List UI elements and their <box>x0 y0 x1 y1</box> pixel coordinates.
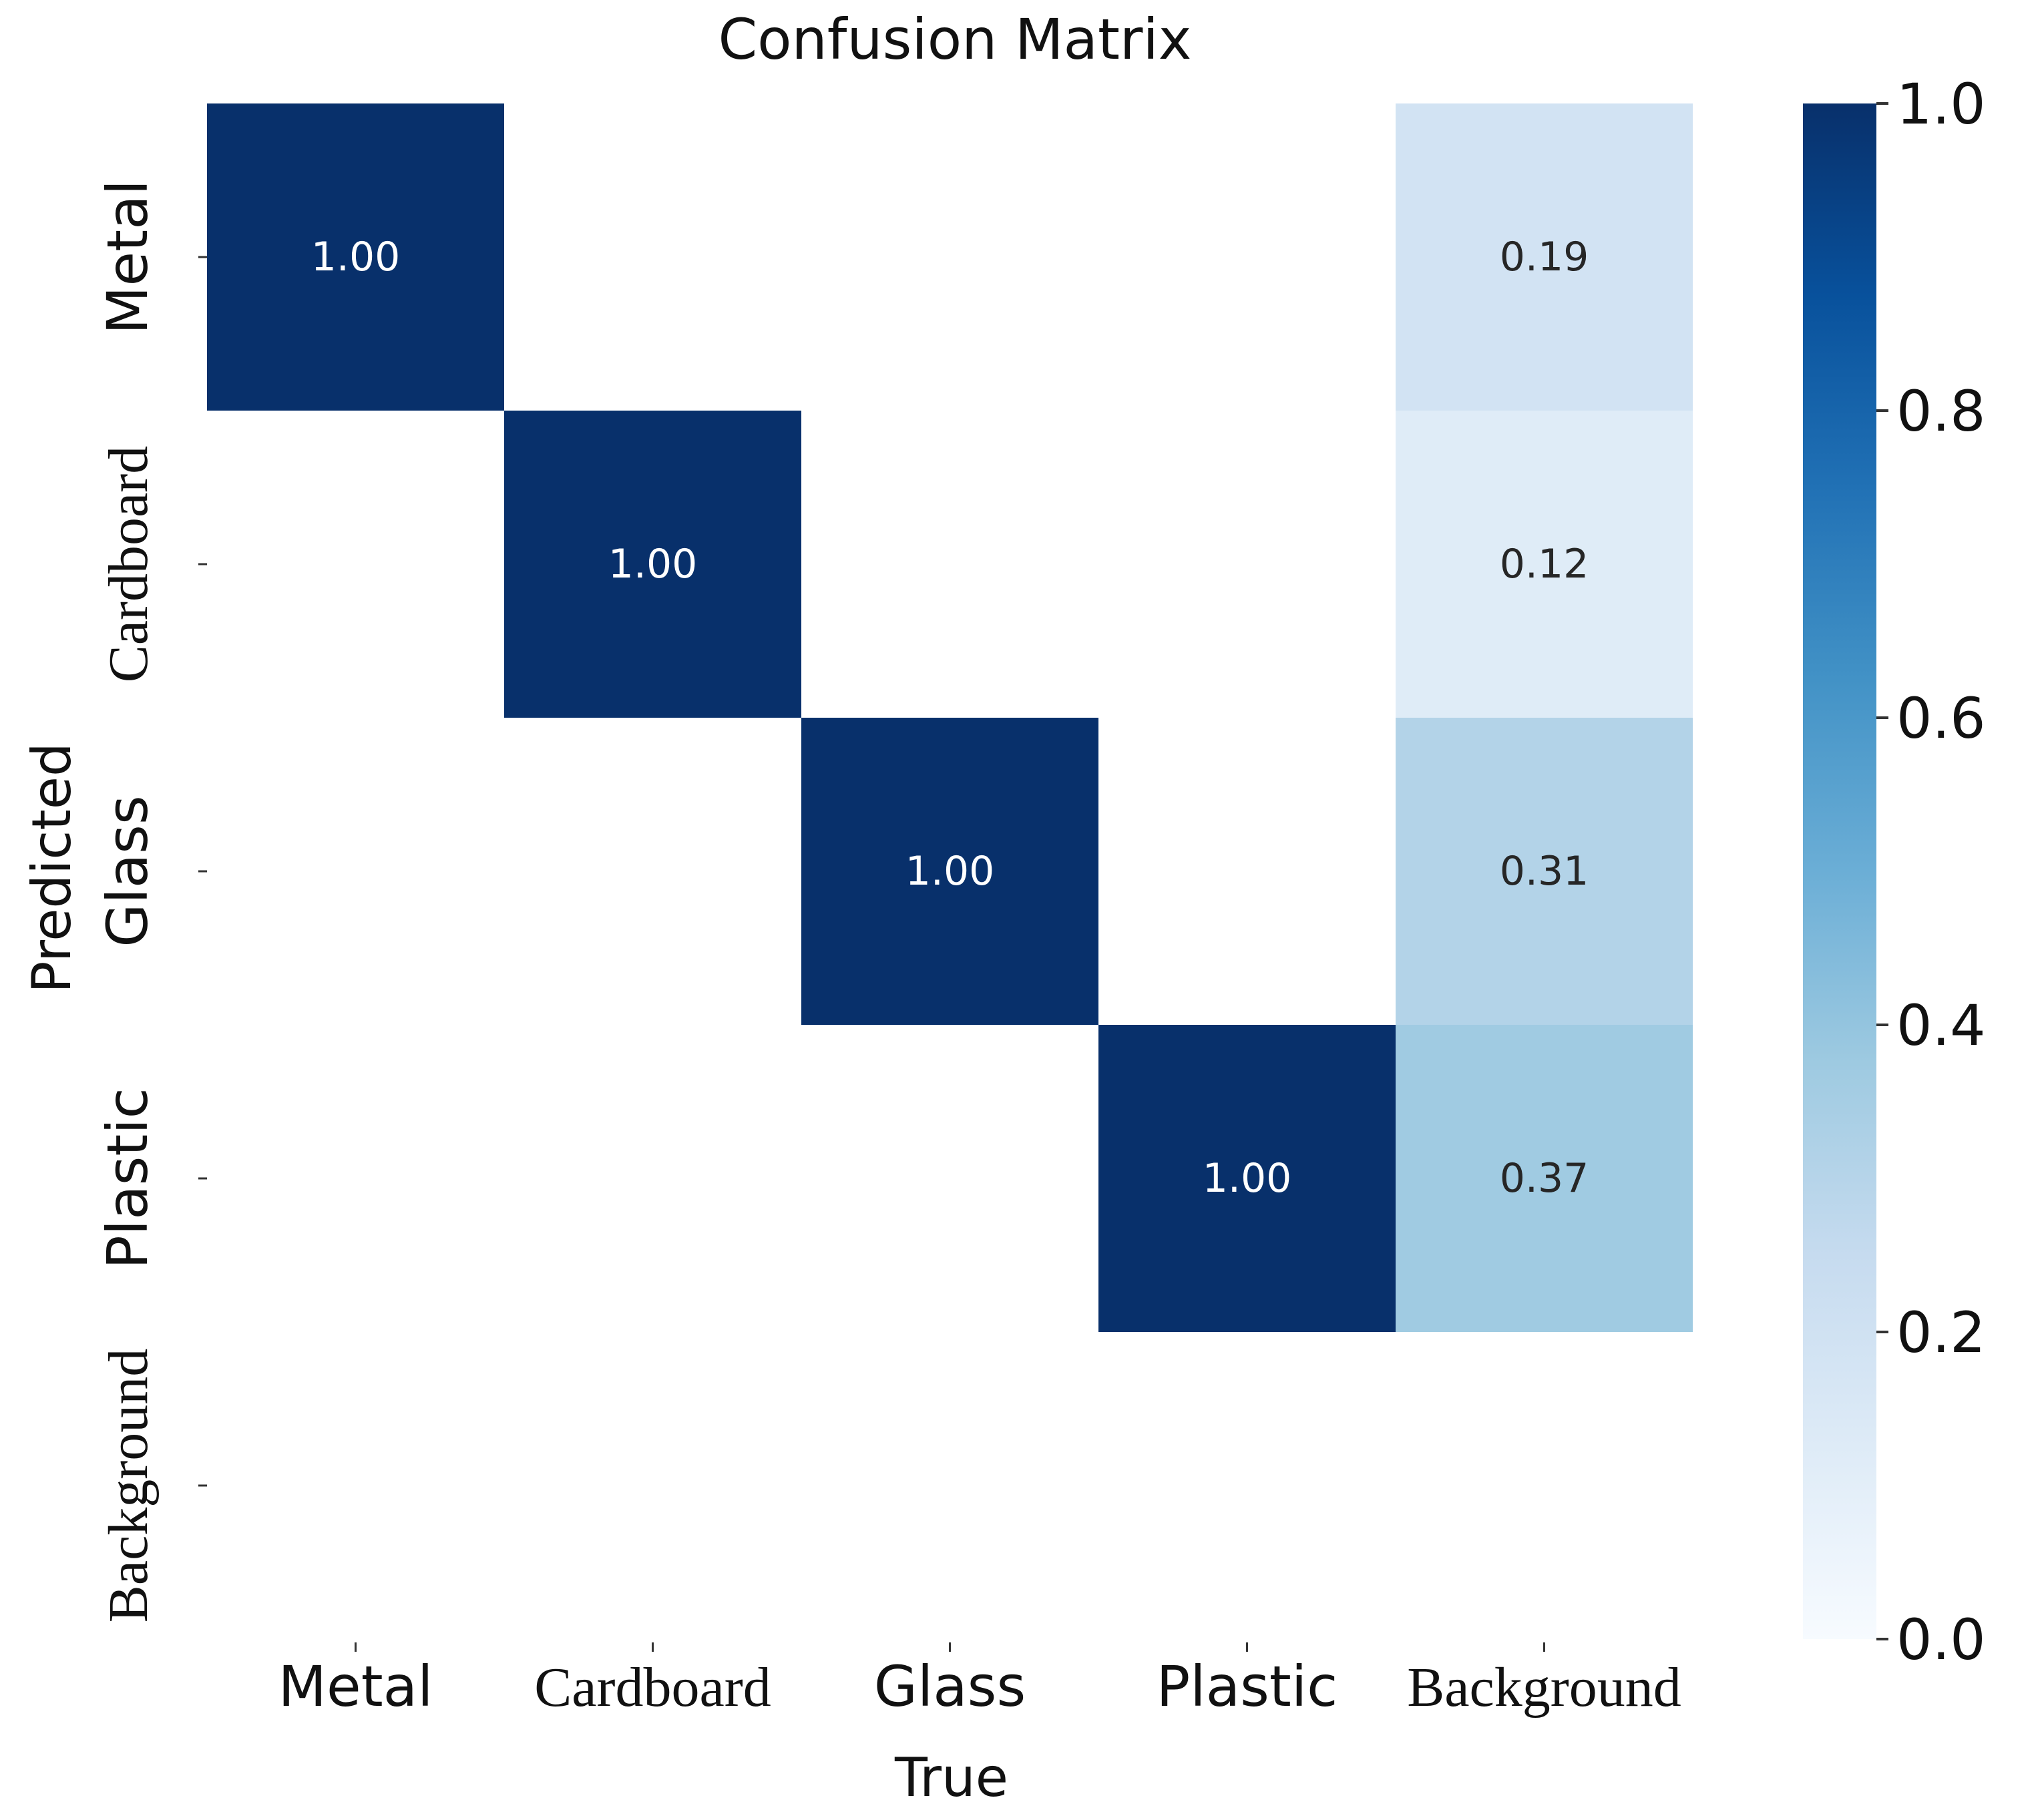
cell-value-cardboard-background: 0.12 <box>1500 541 1589 588</box>
cell-value-cardboard-cardboard: 1.00 <box>608 541 698 588</box>
chart-title: Confusion Matrix <box>719 7 1192 72</box>
cell-glass-glass <box>801 718 1098 1025</box>
colorbar-tick-label: 0.6 <box>1896 686 1986 751</box>
colorbar <box>1803 103 1876 1639</box>
y-tick-label-metal: Metal <box>95 180 160 334</box>
cell-value-glass-glass: 1.00 <box>905 848 995 895</box>
cell-value-metal-background: 0.19 <box>1500 234 1589 280</box>
heatmap-cells <box>207 103 1693 1332</box>
y-axis-label: Predicted <box>21 742 83 993</box>
cell-cardboard-cardboard <box>504 411 801 718</box>
y-tick-label-plastic: Plastic <box>95 1088 160 1269</box>
cell-plastic-background <box>1396 1025 1693 1332</box>
colorbar-tick-label: 0.2 <box>1896 1300 1986 1365</box>
cell-value-plastic-plastic: 1.00 <box>1203 1155 1292 1202</box>
y-tick-label-cardboard: Cardboard <box>97 446 160 683</box>
x-axis-ticks: Metal Cardboard Glass Plastic Background <box>278 1642 1681 1719</box>
cell-plastic-plastic <box>1098 1025 1396 1332</box>
x-tick-label-cardboard: Cardboard <box>534 1656 771 1719</box>
cell-value-glass-background: 0.31 <box>1500 848 1589 895</box>
x-tick-label-metal: Metal <box>278 1654 433 1719</box>
cell-metal-metal <box>207 103 504 411</box>
colorbar-tick-label: 0.0 <box>1896 1607 1986 1672</box>
cell-value-metal-metal: 1.00 <box>311 234 401 280</box>
x-tick-label-glass: Glass <box>874 1654 1026 1719</box>
cell-value-plastic-background: 0.37 <box>1500 1155 1589 1202</box>
colorbar-tick-label: 0.4 <box>1896 993 1986 1058</box>
x-tick-label-plastic: Plastic <box>1157 1654 1338 1719</box>
cell-glass-background <box>1396 718 1693 1025</box>
cell-cardboard-background <box>1396 411 1693 718</box>
x-tick-label-background: Background <box>1407 1656 1681 1719</box>
y-tick-label-background: Background <box>97 1349 160 1623</box>
x-axis-label: True <box>894 1747 1008 1808</box>
colorbar-tick-label: 0.8 <box>1896 379 1986 444</box>
cell-annotations: 1.00 0.19 1.00 0.12 1.00 0.31 1.00 0.37 <box>311 234 1589 1202</box>
colorbar-tick-label: 1.0 <box>1896 71 1986 137</box>
y-axis-ticks: Metal Cardboard Glass Plastic Background <box>95 180 207 1622</box>
y-tick-label-glass: Glass <box>95 795 160 947</box>
colorbar-ticks: 0.0 0.2 0.4 0.6 0.8 1.0 <box>1876 71 1986 1672</box>
cell-metal-background <box>1396 103 1693 411</box>
